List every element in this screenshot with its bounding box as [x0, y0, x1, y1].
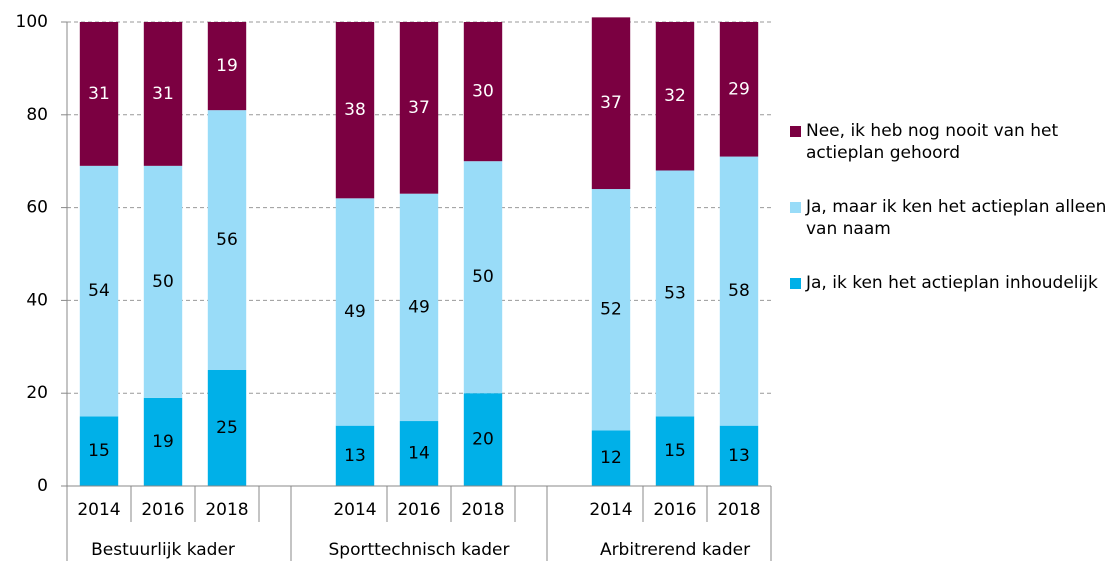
bar-segment [207, 110, 247, 370]
bars: 15 54 31 19 50 31 25 56 19 13 49 38 14 49 37 20 50 30 12 52… [79, 17, 759, 486]
data-label: 38 [344, 100, 366, 120]
bar-segment [591, 189, 631, 431]
bar-segment [207, 22, 247, 111]
legend-swatch [790, 126, 801, 137]
bar-segment [399, 22, 439, 194]
data-label: 52 [600, 300, 622, 320]
bar-segment [463, 22, 503, 162]
y-tick-label: 0 [37, 476, 48, 496]
bar-segment [591, 430, 631, 486]
bar-segment [591, 17, 631, 190]
bar-segment [719, 425, 759, 486]
legend-swatch [790, 278, 801, 289]
data-label: 53 [664, 283, 686, 303]
bar-segment [399, 421, 439, 486]
data-label: 29 [728, 79, 750, 99]
data-label: 30 [472, 82, 494, 102]
bar-segment [463, 393, 503, 486]
group-label: Sporttechnisch kader [329, 540, 510, 560]
legend-item: Nee, ik heb nog nooit van het actieplan … [790, 120, 1115, 164]
data-label: 19 [216, 56, 238, 76]
y-tick-label: 20 [26, 383, 48, 403]
bar-segment [143, 165, 183, 398]
x-tick-label: 2014 [77, 500, 120, 520]
data-label: 37 [600, 93, 622, 113]
group-label: Arbitrerend kader [600, 540, 750, 560]
bar-segment [655, 170, 695, 417]
data-label: 15 [664, 441, 686, 461]
legend-label: Nee, ik heb nog nooit van het actieplan … [806, 121, 1059, 163]
bar-segment [335, 22, 375, 199]
legend-swatch [790, 202, 801, 213]
bar-segment [335, 425, 375, 486]
x-tick-label: 2014 [589, 500, 632, 520]
bar-segment [719, 22, 759, 157]
bar-segment [335, 198, 375, 426]
legend-item: Ja, maar ik ken het actieplan alleen van… [790, 196, 1115, 240]
data-label: 13 [344, 446, 366, 466]
bar-segment [79, 22, 119, 166]
data-label: 14 [408, 444, 430, 464]
group-label: Bestuurlijk kader [91, 540, 235, 560]
x-tick-label: 2016 [653, 500, 696, 520]
x-tick-label: 2014 [333, 500, 376, 520]
x-tick-label: 2018 [205, 500, 248, 520]
data-label: 25 [216, 418, 238, 438]
data-label: 32 [664, 86, 686, 106]
x-tick-label: 2016 [397, 500, 440, 520]
data-label: 54 [88, 281, 110, 301]
y-tick-label: 100 [16, 12, 48, 32]
data-label: 31 [88, 84, 110, 104]
data-label: 58 [728, 281, 750, 301]
data-label: 56 [216, 230, 238, 250]
data-label: 13 [728, 446, 750, 466]
data-label: 20 [472, 430, 494, 450]
data-label: 37 [408, 98, 430, 118]
x-tick-label: 2016 [141, 500, 184, 520]
data-label: 19 [152, 432, 174, 452]
data-label: 15 [88, 441, 110, 461]
y-tick-label: 40 [26, 290, 48, 310]
legend: Nee, ik heb nog nooit van het actieplan … [790, 120, 1115, 326]
data-label: 50 [152, 272, 174, 292]
bar-segment [143, 397, 183, 486]
data-label: 31 [152, 84, 174, 104]
x-tick-label: 2018 [461, 500, 504, 520]
data-label: 12 [600, 448, 622, 468]
legend-item: Ja, ik ken het actieplan inhoudelijk [790, 272, 1115, 294]
legend-label: Ja, ik ken het actieplan inhoudelijk [806, 273, 1098, 293]
data-label: 49 [408, 297, 430, 317]
data-label: 50 [472, 267, 494, 287]
x-tick-label: 2018 [717, 500, 760, 520]
bar-segment [207, 370, 247, 486]
legend-label: Ja, maar ik ken het actieplan alleen van… [806, 197, 1107, 239]
y-tick-label: 60 [26, 198, 48, 218]
y-tick-label: 80 [26, 105, 48, 125]
bar-segment [399, 193, 439, 422]
bar-segment [463, 161, 503, 394]
data-label: 49 [344, 302, 366, 322]
bar-segment [79, 165, 119, 417]
bar-segment [655, 22, 695, 171]
bar-segment [719, 156, 759, 426]
bar-segment [143, 22, 183, 166]
bar-segment [655, 416, 695, 486]
bar-segment [79, 416, 119, 486]
